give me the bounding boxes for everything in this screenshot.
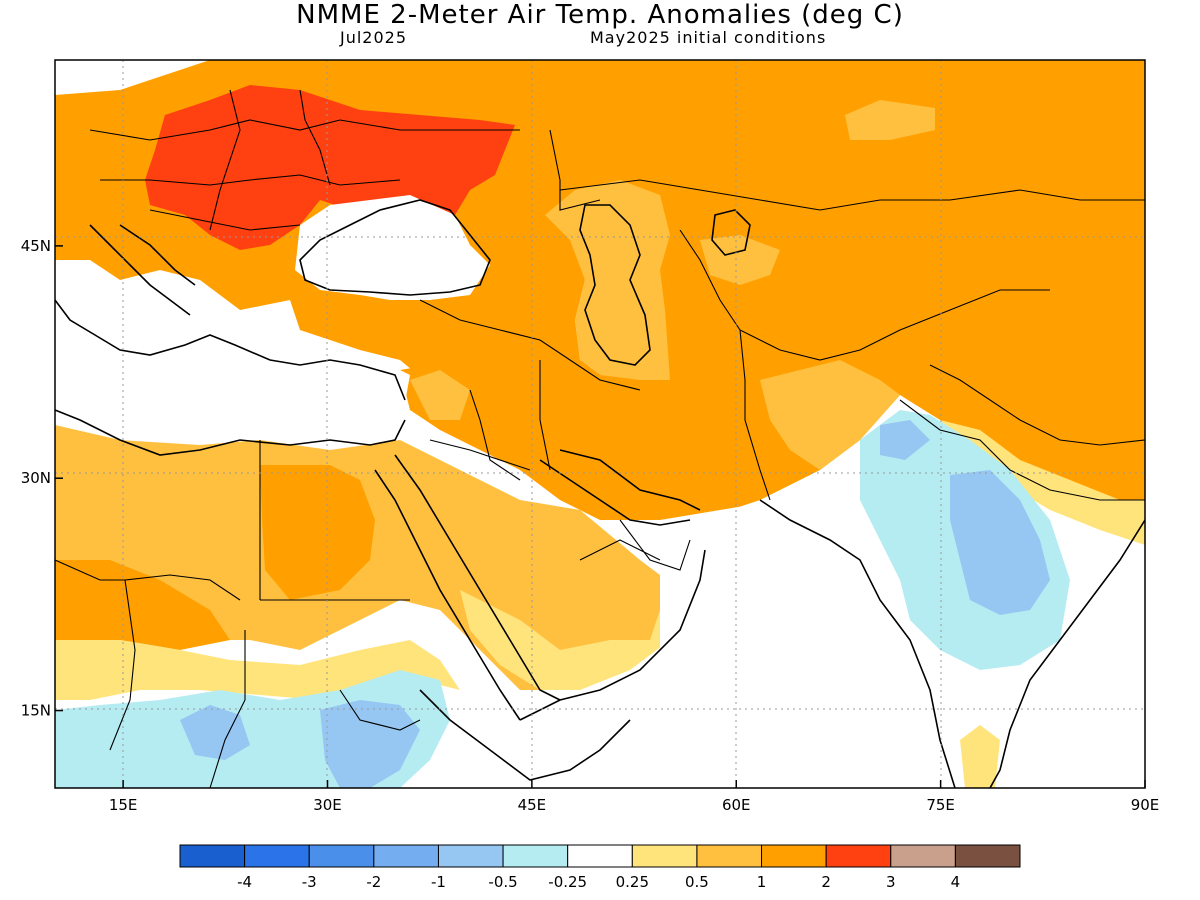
colorbar-swatch <box>890 844 956 868</box>
warm-anomaly-region <box>55 560 230 650</box>
colorbar-swatch <box>179 844 246 868</box>
initial-conditions-label: May2025 initial conditions <box>590 28 827 47</box>
slight-warm-anomaly-region <box>960 725 1000 788</box>
graticule <box>55 60 1145 788</box>
lat-tick-label: 45N <box>21 237 51 255</box>
colorbar-label: 0.5 <box>685 873 709 891</box>
colorbar-label: -4 <box>237 873 252 891</box>
map-title: NMME 2-Meter Air Temp. Anomalies (deg C) <box>296 0 904 30</box>
mild-warm-anomaly-region <box>845 100 935 140</box>
colorbar-label: -1 <box>431 873 446 891</box>
colorbar-label: -3 <box>302 873 317 891</box>
slight-warm-anomaly-region <box>460 590 680 690</box>
lon-tick-label: 15E <box>109 796 138 814</box>
colorbar-swatch <box>437 844 504 868</box>
color-scale-legend: -4 -3 -2 -1 -0.5 -0.25 0.25 0.5 1 2 3 4 <box>179 844 1021 891</box>
colorbar-label: 4 <box>951 873 961 891</box>
anomaly-fields <box>55 60 1145 788</box>
lon-tick-label: 45E <box>518 796 547 814</box>
colorbar-label: -2 <box>366 873 381 891</box>
neutral-region <box>55 280 410 440</box>
colorbar-label: 1 <box>757 873 767 891</box>
neutral-region <box>295 195 490 300</box>
colorbar-label: 0.25 <box>616 873 649 891</box>
lon-tick-label: 30E <box>313 796 342 814</box>
colorbar-swatch <box>567 844 633 868</box>
lat-tick-label: 15N <box>21 702 51 720</box>
lat-tick-label: 30N <box>21 469 51 487</box>
colorbar-swatch <box>631 844 698 868</box>
lon-tick-label: 60E <box>722 796 751 814</box>
colorbar-swatch <box>244 844 310 868</box>
plot-frame <box>54 59 1146 789</box>
latitude-axis: 15N 30N 45N <box>21 237 63 720</box>
mild-warm-anomaly-region <box>760 360 900 470</box>
coastlines <box>55 199 1145 788</box>
colorbar-swatch <box>825 844 892 868</box>
warm-anomaly-region <box>260 465 375 600</box>
colorbar-label: -0.25 <box>548 873 587 891</box>
mild-warm-anomaly-region <box>545 180 670 380</box>
lon-tick-label: 90E <box>1131 796 1160 814</box>
mild-cool-anomaly-region <box>880 420 930 460</box>
lon-tick-label: 75E <box>926 796 955 814</box>
mild-warm-anomaly-region <box>410 370 470 420</box>
colorbar-label: 2 <box>821 873 831 891</box>
mild-warm-anomaly-region <box>700 235 780 285</box>
colorbar-label: -0.5 <box>488 873 517 891</box>
mild-cool-anomaly-region <box>180 705 250 760</box>
colorbar-swatch <box>761 844 827 868</box>
colorbar-swatch <box>373 844 439 868</box>
mild-cool-anomaly-region <box>950 470 1050 615</box>
colorbar-swatch <box>502 844 569 868</box>
mild-cool-anomaly-region <box>320 700 420 788</box>
colorbar-swatch <box>696 844 763 868</box>
longitude-axis: 15E 30E 45E 60E 75E 90E <box>109 780 1159 814</box>
forecast-month: Jul2025 <box>340 28 408 47</box>
colorbar-label: 3 <box>886 873 896 891</box>
country-borders <box>55 89 1145 788</box>
colorbar-swatch <box>954 844 1021 868</box>
colorbar-swatch <box>308 844 375 868</box>
